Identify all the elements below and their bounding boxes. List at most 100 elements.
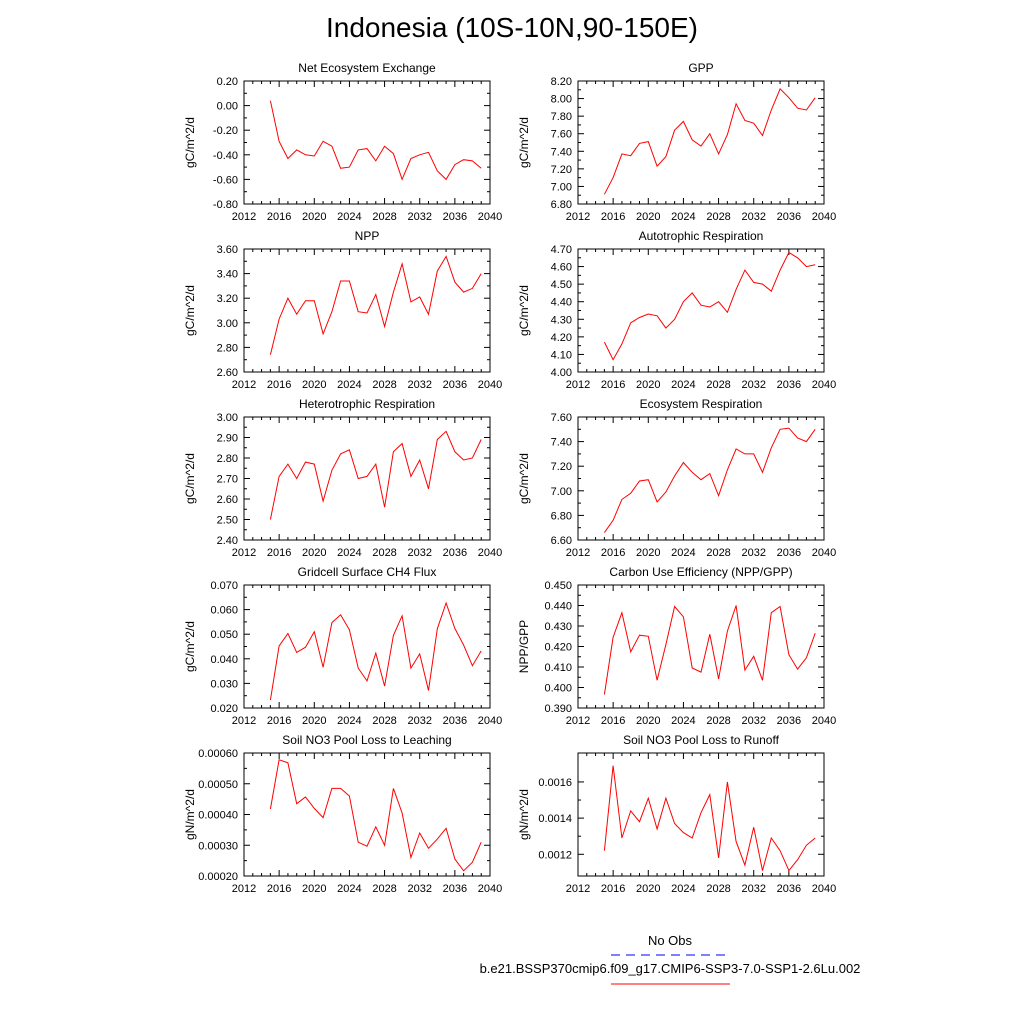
x-tick-label: 2016 <box>601 211 625 223</box>
y-tick-label: 0.0016 <box>538 777 572 789</box>
x-tick-label: 2020 <box>302 379 326 391</box>
y-tick-label: 0.00 <box>217 101 238 113</box>
x-tick-label: 2028 <box>372 211 396 223</box>
plot-frame <box>243 80 491 205</box>
x-tick-label: 2016 <box>267 715 291 727</box>
x-tick-label: 2024 <box>337 883 361 895</box>
page-title: Indonesia (10S-10N,90-150E) <box>325 12 698 43</box>
y-tick-label: 4.70 <box>551 244 572 256</box>
y-axis-label: gN/m^2/d <box>517 789 531 840</box>
y-tick-label: -0.20 <box>213 125 238 137</box>
y-tick-label: 7.00 <box>551 181 572 193</box>
x-tick-label: 2036 <box>777 883 801 895</box>
x-tick-label: 2020 <box>636 883 660 895</box>
x-tick-label: 2012 <box>232 883 256 895</box>
x-tick-label: 2020 <box>302 547 326 559</box>
x-tick-label: 2036 <box>777 379 801 391</box>
y-tick-label: 0.0014 <box>538 813 572 825</box>
y-tick-label: -0.40 <box>213 150 238 162</box>
chart-panel-9: Soil NO3 Pool Loss to Leaching 2012 2016 20… <box>183 733 502 895</box>
y-tick-label: 4.60 <box>551 262 572 274</box>
y-tick-label: 0.0012 <box>538 849 572 861</box>
y-tick-label: 7.20 <box>551 461 572 473</box>
y-tick-label: 7.00 <box>551 486 572 498</box>
x-tick-label: 2012 <box>566 547 590 559</box>
y-axis-label: gC/m^2/d <box>183 621 197 672</box>
x-tick-label: 2024 <box>671 379 695 391</box>
y-tick-label: 0.040 <box>210 654 238 666</box>
x-tick-label: 2028 <box>372 379 396 391</box>
x-tick-label: 2016 <box>267 883 291 895</box>
y-tick-label: 0.390 <box>544 703 572 715</box>
x-tick-label: 2040 <box>812 379 836 391</box>
x-tick-label: 2036 <box>777 211 801 223</box>
y-axis-label: gC/m^2/d <box>517 453 531 504</box>
y-tick-label: 3.00 <box>217 318 238 330</box>
y-tick-label: 0.00020 <box>198 871 238 883</box>
chart-panel-5: Heterotrophic Respiration 2012 2016 2020 202… <box>183 397 502 559</box>
y-axis-label: gN/m^2/d <box>183 789 197 840</box>
x-tick-label: 2028 <box>706 715 730 727</box>
y-tick-label: 0.070 <box>210 580 238 592</box>
x-tick-label: 2036 <box>443 715 467 727</box>
y-axis-label: gC/m^2/d <box>517 285 531 336</box>
series-line <box>603 251 816 361</box>
y-tick-label: 2.40 <box>217 535 238 547</box>
y-tick-label: 4.40 <box>551 297 572 309</box>
x-tick-label: 2016 <box>267 379 291 391</box>
plot-frame <box>577 752 825 877</box>
x-tick-label: 2032 <box>407 379 431 391</box>
y-tick-label: 7.40 <box>551 146 572 158</box>
chart-title: Soil NO3 Pool Loss to Runoff <box>623 733 780 747</box>
y-tick-label: 2.70 <box>217 474 238 486</box>
x-tick-label: 2028 <box>706 211 730 223</box>
x-tick-label: 2020 <box>636 211 660 223</box>
chart-panel-7: Gridcell Surface CH4 Flux 2012 2016 2020 202… <box>183 565 502 727</box>
y-axis-label: gC/m^2/d <box>183 453 197 504</box>
y-tick-label: 2.50 <box>217 515 238 527</box>
y-tick-label: 0.00050 <box>198 779 238 791</box>
chart-panel-10: Soil NO3 Pool Loss to Runoff 2012 2016 2020… <box>517 733 836 895</box>
chart-title: Heterotrophic Respiration <box>299 397 435 411</box>
y-tick-label: 0.420 <box>544 642 572 654</box>
x-tick-label: 2016 <box>601 715 625 727</box>
y-axis-label: gC/m^2/d <box>183 117 197 168</box>
x-tick-label: 2012 <box>566 883 590 895</box>
x-tick-label: 2040 <box>812 883 836 895</box>
plot-frame <box>577 80 825 205</box>
x-tick-label: 2036 <box>777 547 801 559</box>
x-tick-label: 2032 <box>407 715 431 727</box>
y-tick-label: 3.20 <box>217 293 238 305</box>
x-tick-label: 2024 <box>671 547 695 559</box>
y-tick-label: 7.20 <box>551 164 572 176</box>
x-tick-label: 2028 <box>706 547 730 559</box>
x-tick-label: 2040 <box>478 379 502 391</box>
series-line <box>603 427 816 533</box>
chart-title: GPP <box>688 61 713 75</box>
x-tick-label: 2020 <box>636 547 660 559</box>
y-tick-label: 2.80 <box>217 342 238 354</box>
x-tick-label: 2016 <box>601 883 625 895</box>
y-tick-label: 2.60 <box>217 367 238 379</box>
x-tick-label: 2020 <box>302 715 326 727</box>
x-tick-label: 2028 <box>372 883 396 895</box>
x-tick-label: 2028 <box>372 547 396 559</box>
x-tick-label: 2024 <box>671 211 695 223</box>
y-tick-label: -0.60 <box>213 174 238 186</box>
x-tick-label: 2040 <box>478 211 502 223</box>
y-tick-label: 7.60 <box>551 412 572 424</box>
legend: No Obs b.e21.BSSP370cmip6.f09_g17.CMIP6-S… <box>480 933 860 985</box>
x-tick-label: 2032 <box>741 547 765 559</box>
x-tick-label: 2012 <box>566 211 590 223</box>
series-line <box>269 255 482 355</box>
x-tick-label: 2012 <box>232 715 256 727</box>
x-tick-label: 2028 <box>706 883 730 895</box>
plot-frame <box>243 248 491 373</box>
x-tick-label: 2032 <box>407 547 431 559</box>
y-tick-label: 7.60 <box>551 129 572 141</box>
x-tick-label: 2020 <box>302 883 326 895</box>
x-tick-label: 2024 <box>337 715 361 727</box>
x-tick-label: 2028 <box>372 715 396 727</box>
series-line <box>269 430 482 520</box>
y-tick-label: 0.00030 <box>198 840 238 852</box>
